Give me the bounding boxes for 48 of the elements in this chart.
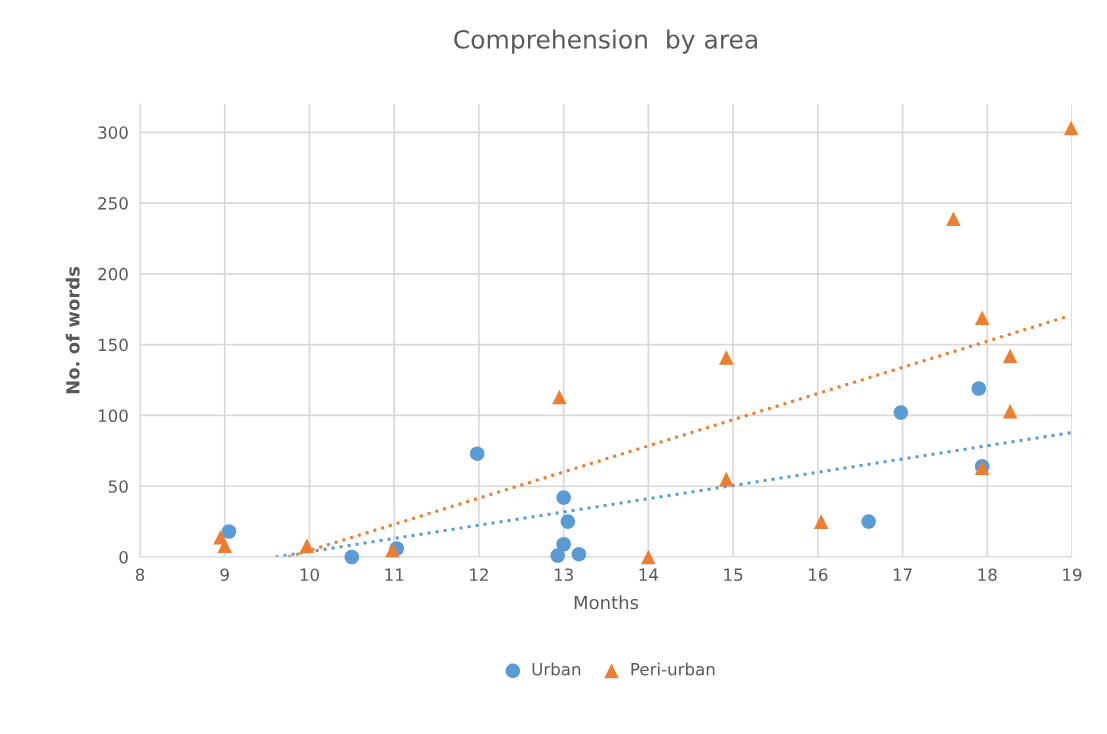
point — [813, 514, 829, 529]
chart-title: Comprehension by area — [454, 29, 757, 54]
x-tick-label: 16 — [809, 568, 828, 582]
point — [344, 549, 360, 565]
y-tick-label: 300 — [98, 126, 128, 139]
legend-label: Urban — [532, 662, 581, 676]
x-tick-label: 17 — [893, 568, 912, 581]
point — [556, 490, 571, 505]
point — [861, 514, 876, 529]
x-tick-label: 14 — [639, 568, 659, 581]
point — [946, 211, 961, 226]
legend-label: Peri-urban — [631, 662, 715, 676]
x-axis-title: Months — [574, 595, 639, 610]
point — [974, 310, 990, 326]
point — [641, 549, 656, 565]
x-tick-label: 15 — [724, 568, 743, 582]
y-axis-title: No. of words — [65, 266, 80, 394]
x-tick-label: 10 — [300, 568, 319, 582]
x-tick-label: 18 — [978, 568, 997, 582]
point — [1002, 348, 1018, 364]
y-tick-label: 100 — [98, 409, 128, 423]
point — [550, 548, 565, 563]
point — [571, 546, 587, 562]
point — [217, 538, 233, 553]
y-tick-label: 250 — [98, 197, 128, 210]
point — [893, 405, 909, 420]
x-tick-label: 12 — [470, 568, 488, 581]
point — [971, 381, 987, 396]
x-tick-label: 9 — [220, 568, 229, 582]
x-tick-label: 8 — [135, 568, 145, 582]
point — [221, 524, 237, 539]
point — [560, 514, 576, 529]
x-tick-label: 11 — [385, 568, 404, 581]
y-tick-label: 200 — [98, 267, 128, 281]
point — [299, 538, 315, 553]
x-tick-label: 13 — [554, 568, 573, 582]
point — [1002, 403, 1018, 419]
point — [552, 389, 567, 405]
x-tick-label: 19 — [1063, 568, 1082, 582]
y-tick-label: 0 — [119, 550, 128, 564]
y-tick-label: 150 — [98, 338, 128, 352]
y-tick-label: 50 — [108, 480, 128, 493]
point — [469, 446, 485, 461]
point — [385, 542, 400, 558]
point — [1063, 120, 1079, 136]
point — [556, 536, 571, 552]
point — [719, 471, 734, 487]
point — [719, 350, 734, 365]
